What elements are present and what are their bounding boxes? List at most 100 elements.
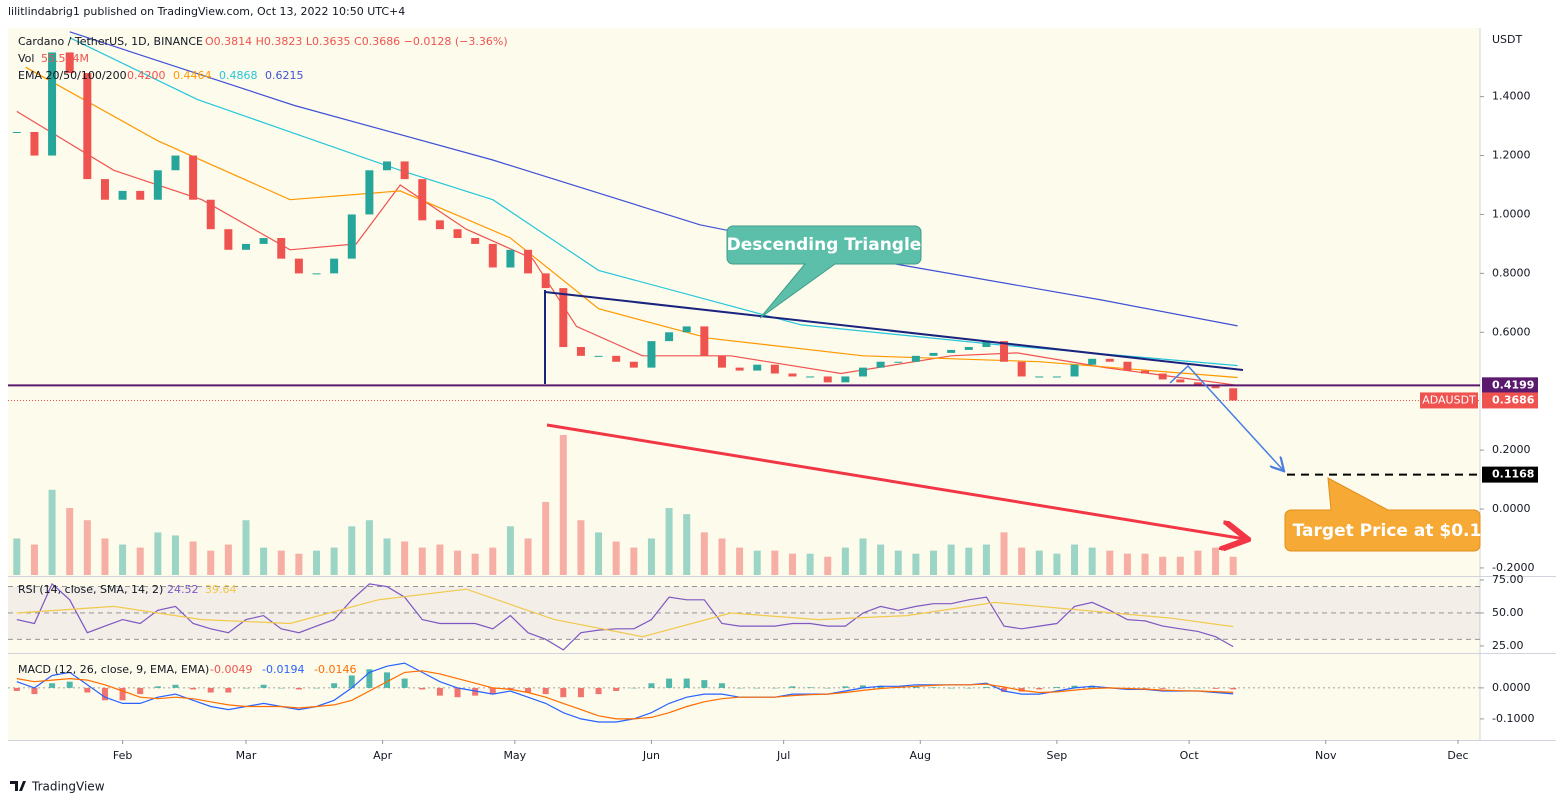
macd-legend-value: -0.0194: [262, 663, 304, 676]
volume-bar: [965, 547, 973, 575]
price-label-box: [1482, 377, 1538, 394]
macd-histogram-bar: [472, 687, 479, 696]
marks: Feb Mar Apr May Jun Jul Aug Sep Oct Nov Dec 1.4000 1…: [8, 31, 1538, 762]
ema-line: [25, 66, 1238, 379]
volume-bar: [136, 547, 144, 575]
volume-bar: [1106, 550, 1114, 575]
macd-histogram-bar: [331, 683, 338, 688]
candle: [312, 273, 321, 275]
rsi-line: [16, 582, 1234, 651]
macd-histogram-bar: [419, 687, 426, 690]
volume-bar: [841, 547, 849, 575]
macd-histogram-bar: [542, 687, 549, 695]
volume-bar: [224, 544, 232, 575]
volume-bar: [277, 550, 285, 575]
macd-histogram-bar: [754, 687, 761, 689]
macd-histogram-bar: [366, 669, 373, 688]
candle: [224, 229, 233, 250]
y-tick-label: 50.00: [1492, 606, 1524, 619]
macd-histogram-bar: [736, 687, 743, 689]
macd-legend-value: -0.0146: [314, 663, 356, 676]
macd-histogram-bar: [101, 687, 108, 701]
candle: [277, 238, 286, 259]
volume-bar: [718, 538, 726, 575]
candle: [206, 199, 215, 230]
ema-line: [69, 37, 1238, 367]
candle: [806, 376, 815, 378]
macd-histogram-bar: [807, 687, 814, 688]
ema-legend-value: 0.4464: [173, 69, 212, 82]
volume-value: 55.524M: [41, 52, 89, 65]
candle: [982, 341, 991, 348]
volume-bar: [1123, 553, 1131, 575]
volume-bar: [824, 556, 832, 575]
y-tick-label: 0.6000: [1492, 325, 1531, 338]
macd-histogram-bar: [154, 686, 161, 688]
x-tick-label: Apr: [373, 749, 393, 762]
candle: [1158, 373, 1167, 380]
y-tick-label: 1.2000: [1492, 149, 1531, 162]
symbol-tag-box: [1420, 392, 1478, 409]
target-callout-text: Target Price at $0.1: [1293, 521, 1482, 541]
tv-logo: [10, 781, 26, 791]
macd-histogram-bar: [49, 683, 56, 688]
ema-legend-value: 0.6215: [265, 69, 304, 82]
volume-bar: [1159, 556, 1167, 575]
candle: [876, 361, 885, 368]
macd-legend: MACD (12, 26, close, 9, EMA, EMA): [18, 663, 209, 676]
candle: [400, 161, 409, 180]
volume-bar: [365, 520, 373, 575]
volume-bar: [1088, 547, 1096, 575]
volume-bar: [1053, 553, 1061, 575]
candle: [770, 364, 779, 374]
candle: [612, 355, 621, 362]
volume-bar: [471, 553, 479, 575]
rsi-line: [16, 588, 1234, 638]
candle: [823, 376, 832, 383]
candle: [1193, 382, 1202, 386]
macd-histogram-bar: [595, 687, 602, 695]
macd-histogram-bar: [1036, 687, 1043, 690]
x-tick-label: Jul: [776, 749, 790, 762]
candle: [682, 326, 691, 333]
axis-unit: USDT: [1492, 33, 1523, 46]
legends: Cardano / TetherUS, 1D, BINANCE O0.3814 …: [18, 35, 508, 676]
y-tick-label: -0.2000: [1492, 561, 1534, 574]
candle: [1141, 370, 1150, 374]
volume-bar: [982, 544, 990, 575]
macd-histogram-bar: [965, 687, 972, 689]
macd-histogram-bar: [66, 681, 73, 688]
volume-bar: [1000, 532, 1008, 575]
volume-bar: [154, 532, 162, 575]
volume-bar: [700, 532, 708, 575]
macd-histogram-bar: [295, 687, 302, 690]
macd-histogram-bar: [401, 678, 408, 688]
macd-histogram-bar: [1212, 687, 1219, 689]
candle: [453, 229, 462, 239]
macd-histogram-bar: [278, 687, 285, 689]
candle: [947, 349, 956, 353]
volume-bar: [189, 541, 197, 575]
candle: [559, 288, 568, 348]
volume-bar: [524, 538, 532, 575]
y-tick-label: 0.0000: [1492, 681, 1531, 694]
volume-bar: [1176, 556, 1184, 575]
candle: [929, 352, 938, 356]
candle: [1088, 358, 1097, 365]
macd-histogram-bar: [13, 687, 20, 691]
candle: [665, 332, 674, 342]
ema-line: [16, 110, 1238, 386]
macd-histogram-bar: [489, 687, 496, 695]
ema-legend-value: 0.4200: [127, 69, 166, 82]
volume-bar: [771, 550, 779, 575]
candle: [964, 347, 973, 350]
macd-histogram-bar: [1142, 687, 1149, 689]
volume-bar: [577, 520, 585, 575]
candle: [541, 273, 550, 289]
volume-bar: [612, 541, 620, 575]
volume-bar: [171, 535, 179, 575]
candle: [594, 355, 603, 357]
candle: [788, 373, 797, 377]
x-tick-label: Feb: [113, 749, 132, 762]
candle: [1123, 361, 1132, 371]
